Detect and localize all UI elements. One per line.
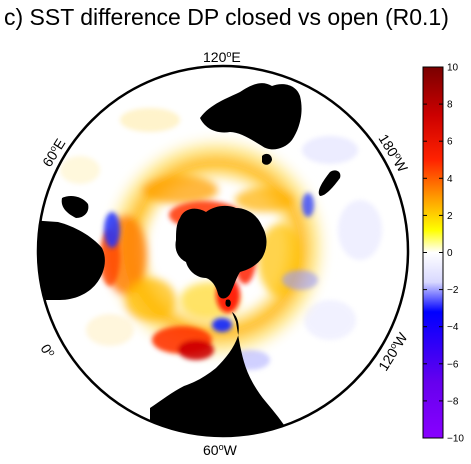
new-zealand-landmass — [318, 170, 341, 196]
meridian-label-0: 0o — [37, 341, 57, 360]
antarctica-landmass — [175, 205, 267, 299]
meridian-label-60w: 60oW — [203, 442, 238, 458]
colorbar-tick-label: 2 — [447, 211, 453, 222]
meridian-label-120e: 120oE — [203, 49, 241, 65]
south-shetland-islands — [225, 299, 231, 307]
colorbar-tick-label: −10 — [447, 434, 464, 445]
colorbar: 10 8 6 4 2 0 −2 −4 −6 −8 −10 — [422, 63, 464, 445]
colorbar-tick-label: −6 — [447, 359, 459, 370]
madagascar-landmass — [61, 196, 89, 218]
colorbar-tick-label: 8 — [447, 100, 453, 111]
colorbar-tick-label: −8 — [447, 396, 459, 407]
australia-landmass — [200, 83, 302, 150]
colorbar-tick-label: 10 — [447, 63, 459, 74]
map-disc — [38, 66, 408, 436]
colorbar-tick-label: 4 — [447, 174, 453, 185]
land — [38, 83, 341, 436]
colorbar-ticks: 10 8 6 4 2 0 −2 −4 −6 −8 −10 — [423, 63, 464, 445]
map-title: c) SST difference DP closed vs open (R0.… — [4, 4, 449, 30]
map-frame — [36, 64, 410, 438]
tasmania-landmass — [262, 153, 272, 165]
africa-landmass — [38, 220, 105, 300]
colorbar-tick-label: −4 — [447, 322, 459, 333]
colorbar-tick-label: 6 — [447, 137, 453, 148]
colorbar-tick-label: −2 — [447, 285, 459, 296]
outer-anomaly-field — [60, 108, 382, 346]
colorbar-tick-label: 0 — [447, 248, 453, 259]
south-america-landmass — [150, 312, 300, 436]
